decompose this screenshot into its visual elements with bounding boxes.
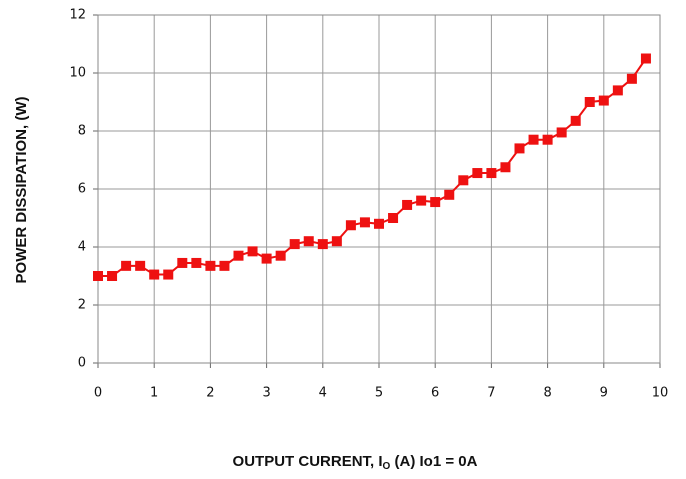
x-tick-label: 9: [600, 386, 608, 401]
x-label-subscript: O: [383, 461, 391, 472]
marker: [163, 269, 174, 280]
x-axis-label: OUTPUT CURRENT, IO (A) Io1 = 0A: [233, 453, 478, 472]
marker: [93, 271, 103, 281]
marker: [331, 236, 342, 247]
x-tick-label: 8: [543, 386, 551, 401]
x-tick-label: 5: [375, 386, 383, 401]
y-tick-label: 8: [78, 124, 86, 139]
y-tick-label: 10: [69, 66, 86, 81]
marker: [626, 73, 637, 84]
marker: [430, 197, 441, 208]
marker: [121, 260, 132, 271]
y-tick-label: 0: [78, 356, 86, 371]
y-tick-label: 2: [78, 298, 86, 313]
x-label-rest: (A) Io1 = 0A: [390, 453, 477, 470]
marker: [107, 271, 118, 281]
marker: [472, 168, 483, 179]
marker: [584, 97, 595, 107]
marker: [570, 115, 581, 126]
marker: [247, 246, 258, 257]
marker: [416, 195, 427, 206]
marker: [317, 239, 328, 250]
marker: [149, 269, 160, 280]
marker: [219, 260, 230, 271]
x-tick-label: 1: [150, 386, 158, 401]
y-tick-label: 4: [78, 240, 86, 255]
marker: [303, 236, 314, 247]
marker: [402, 199, 413, 210]
x-tick-label: 10: [652, 386, 669, 401]
marker: [388, 213, 399, 223]
x-label-main: OUTPUT CURRENT, I: [233, 453, 383, 470]
marker: [289, 239, 300, 250]
marker: [135, 260, 146, 271]
marker: [528, 134, 539, 145]
marker: [486, 168, 497, 179]
marker: [556, 127, 567, 138]
marker: [500, 162, 511, 173]
marker: [542, 134, 553, 145]
x-tick-label: 2: [206, 386, 214, 401]
x-tick-label: 3: [262, 386, 270, 401]
marker: [458, 175, 469, 186]
marker: [205, 260, 216, 271]
marker: [612, 85, 623, 96]
marker: [598, 95, 609, 106]
marker: [261, 253, 272, 264]
x-tick-label: 4: [319, 386, 327, 401]
marker: [177, 257, 188, 268]
marker: [514, 143, 525, 154]
marker: [444, 189, 455, 200]
y-tick-label: 12: [69, 8, 86, 23]
x-tick-label: 7: [487, 386, 495, 401]
series-line: [98, 57, 647, 277]
plot-border: [97, 14, 661, 364]
x-tick-label: 0: [94, 386, 102, 401]
x-tick-label: 6: [431, 386, 439, 401]
y-tick-label: 6: [78, 182, 86, 197]
y-axis-label: POWER DISSIPATION, (W): [13, 97, 30, 284]
marker: [233, 250, 244, 261]
marker: [359, 217, 370, 228]
marker: [345, 220, 356, 231]
marker: [640, 53, 651, 64]
marker: [275, 250, 286, 261]
marker: [191, 257, 202, 268]
marker: [374, 218, 384, 229]
